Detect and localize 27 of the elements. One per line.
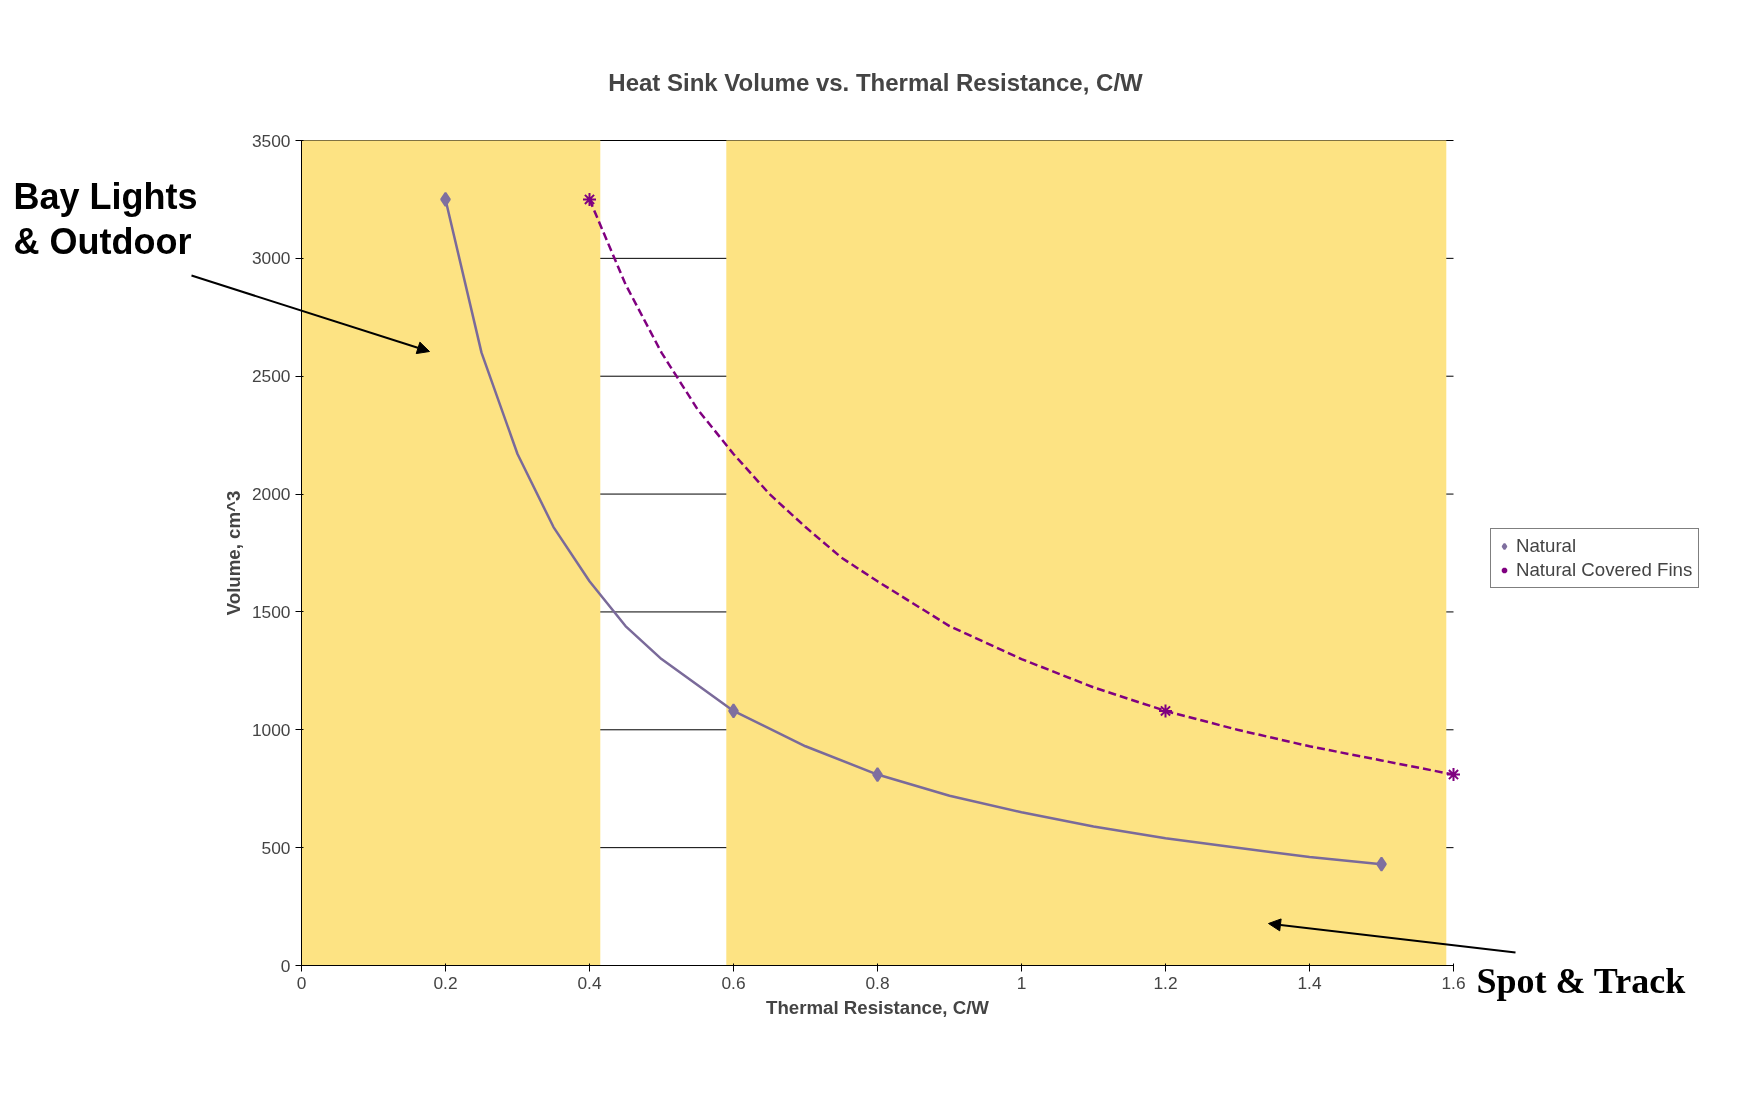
y-tick-label: 1000 [251,719,291,740]
x-tick-label: 0 [296,972,307,993]
text: Spot & Track [1476,960,1686,1001]
x-tick-label: 0.8 [865,972,890,993]
x-tick-label: 0.2 [433,972,458,993]
y-axis-title: Volume, cm^3 [222,490,244,616]
x-tick-label: 1.4 [1297,972,1322,993]
point [582,191,597,207]
chart-title: Heat Sink Volume vs. Thermal Resistance, C/W [608,68,1144,96]
legend-label: Natural [1516,535,1577,557]
y-tick-label: 2000 [251,484,291,505]
x-tick-label: 1 [1016,972,1027,993]
y-tick-label: 500 [261,837,291,858]
legend-label: Natural Covered Fins [1516,559,1693,581]
y-tick-label: 3000 [251,248,291,269]
y-tick-label: 3500 [251,130,291,151]
x-tick-label: 1.2 [1153,972,1178,993]
y-tick-label: 1500 [251,601,291,622]
y-tick-label: 2500 [251,366,291,387]
y-tick-label: 0 [280,955,291,976]
point [1446,767,1461,783]
text: Bay Lights & Outdoor [13,175,198,262]
x-tick-label: 0.4 [577,972,602,993]
point [1158,703,1173,719]
x-tick-label: 1.6 [1441,972,1466,993]
x-axis-title: Thermal Resistance, C/W [766,996,990,1018]
x-tick-label: 0.6 [721,972,746,993]
